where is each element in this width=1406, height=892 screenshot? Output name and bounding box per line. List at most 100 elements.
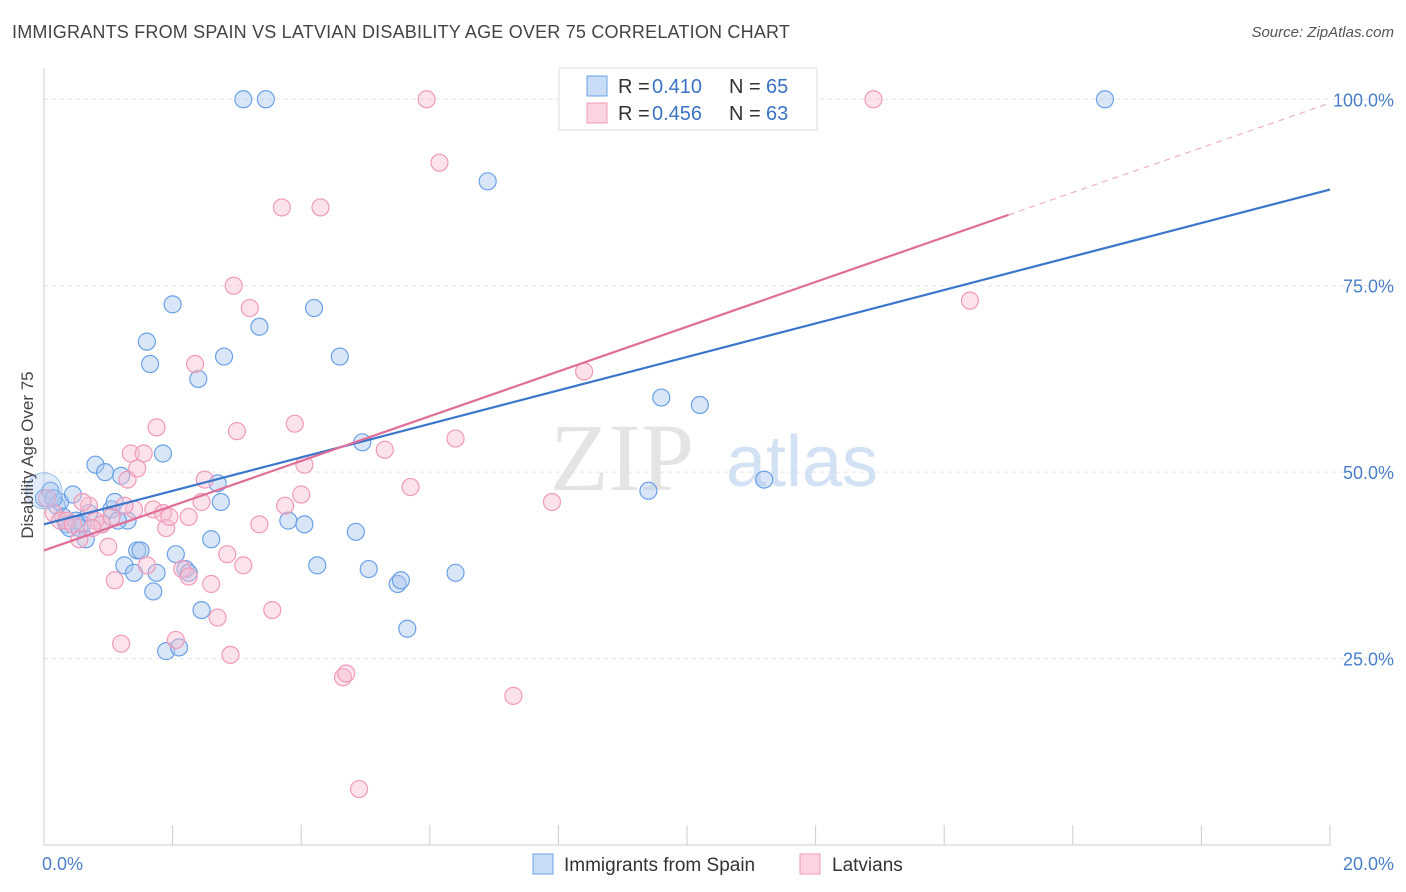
legend-swatch-pink — [586, 102, 608, 124]
series-swatch-pink — [799, 853, 821, 875]
point-spain — [63, 485, 83, 504]
point-latvians — [234, 556, 253, 575]
point-spain-large — [25, 472, 63, 510]
point-spain — [308, 556, 327, 575]
watermark: ZIP atlas — [550, 404, 878, 511]
point-spain — [234, 90, 253, 109]
legend-n-label-pink: N = — [729, 103, 761, 125]
trendline-latvians-extension — [1008, 102, 1331, 216]
point-spain — [250, 317, 269, 336]
point-spain — [359, 559, 378, 579]
point-latvians — [173, 559, 192, 579]
legend-n-value-pink: 63 — [766, 103, 788, 125]
point-spain — [202, 530, 221, 549]
grid — [44, 98, 1394, 660]
point-latvians — [218, 545, 237, 564]
watermark-zip: ZIP — [550, 404, 694, 511]
point-latvians — [160, 507, 179, 526]
point-spain — [115, 556, 134, 575]
point-latvians — [960, 291, 980, 310]
point-spain — [304, 298, 324, 318]
point-spain — [295, 515, 314, 534]
point-latvians — [157, 518, 176, 538]
point-latvians — [272, 198, 292, 217]
point-spain — [192, 600, 211, 620]
point-spain — [214, 347, 234, 366]
y-tick-label: 100.0% — [1333, 90, 1394, 110]
point-latvians — [430, 153, 449, 172]
point-spain — [346, 522, 365, 541]
point-latvians — [179, 567, 198, 586]
point-latvians — [166, 630, 185, 650]
point-spain — [330, 347, 349, 366]
y-tick-label: 25.0% — [1343, 650, 1394, 670]
point-latvians — [105, 571, 124, 590]
point-latvians — [137, 556, 156, 575]
data-points — [25, 90, 1115, 799]
point-latvians — [112, 634, 131, 653]
point-spain — [140, 354, 160, 374]
source-label: Source: ZipAtlas.com — [1251, 24, 1394, 41]
point-spain — [652, 388, 671, 407]
series-label-pink: Latvians — [832, 855, 903, 876]
point-spain — [391, 571, 410, 590]
series-swatch-blue — [532, 853, 554, 875]
legend-swatch-blue — [586, 75, 608, 97]
point-spain — [163, 295, 182, 314]
y-tick-labels: 25.0% 50.0% 75.0% 100.0% — [1333, 90, 1394, 669]
trendline-latvians — [43, 213, 1009, 552]
watermark-atlas: atlas — [726, 422, 878, 502]
point-latvians — [179, 507, 198, 526]
point-latvians — [446, 429, 465, 448]
point-spain — [95, 463, 115, 482]
point-latvians — [99, 537, 118, 556]
y-axis-title: Disability Age Over 75 — [18, 371, 37, 538]
point-latvians — [375, 440, 394, 459]
point-spain — [478, 172, 497, 191]
chart-title: IMMIGRANTS FROM SPAIN VS LATVIAN DISABIL… — [12, 22, 791, 42]
legend-r-label-blue: R = — [618, 76, 650, 98]
point-spain — [446, 563, 465, 582]
point-latvians — [276, 496, 295, 515]
point-latvians — [224, 276, 243, 295]
point-latvians — [147, 418, 166, 437]
point-latvians — [202, 574, 221, 594]
point-spain — [755, 470, 774, 489]
point-latvians — [401, 477, 420, 497]
point-spain — [279, 511, 298, 530]
x-tick-label-min: 0.0% — [42, 854, 83, 874]
point-latvians — [337, 664, 356, 683]
point-spain — [398, 619, 417, 638]
point-spain — [690, 395, 709, 415]
point-spain — [256, 90, 275, 109]
point-spain — [137, 332, 156, 351]
trendline-spain — [43, 188, 1331, 526]
point-spain — [86, 455, 105, 474]
point-latvians — [542, 492, 562, 512]
y-tick-label: 50.0% — [1343, 463, 1394, 483]
point-latvians — [195, 470, 214, 489]
point-spain — [144, 582, 163, 601]
point-latvians — [208, 608, 227, 627]
point-spain — [639, 481, 658, 500]
point-spain — [1095, 90, 1115, 109]
trend-lines — [43, 102, 1331, 552]
x-tick-label-max: 20.0% — [1343, 854, 1394, 874]
point-latvians — [73, 492, 92, 512]
legend-r-value-blue: 0.410 — [652, 76, 702, 98]
point-latvians — [240, 298, 259, 318]
point-spain — [147, 563, 166, 582]
axes — [43, 68, 1331, 846]
point-latvians — [504, 686, 523, 705]
point-latvians — [263, 600, 282, 620]
correlation-legend: R = 0.410 N = 65 R = 0.456 N = 63 — [558, 67, 818, 131]
point-latvians — [292, 485, 311, 504]
point-spain — [153, 444, 173, 463]
legend-n-label-blue: N = — [729, 76, 761, 98]
point-latvians — [864, 90, 883, 109]
point-latvians — [227, 422, 246, 441]
series-legend: Immigrants from Spain Latvians — [532, 853, 903, 876]
y-tick-label: 75.0% — [1343, 277, 1394, 297]
point-latvians — [128, 459, 147, 478]
